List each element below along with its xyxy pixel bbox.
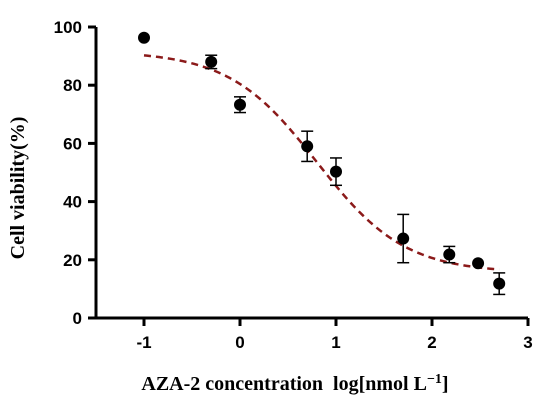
x-tick-label: 3: [523, 333, 532, 352]
x-axis-title: AZA-2 concentration log[nmol L−1]: [141, 372, 448, 395]
data-point: [234, 98, 246, 111]
x-tick-label: 2: [427, 333, 436, 352]
data-point: [330, 165, 342, 178]
y-tick-label: 20: [63, 251, 82, 270]
x-axis-title-main: AZA-2 concentration log[nmol L: [141, 373, 427, 395]
y-axis-title: Cell viability(%): [7, 117, 29, 260]
data-points-group: [138, 31, 506, 296]
y-tick-label: 0: [73, 309, 82, 328]
x-tick-label: 1: [331, 333, 340, 352]
x-axis-title-superscript: −1: [427, 372, 442, 387]
data-point: [493, 277, 506, 290]
y-tick-labels: 0 20 40 60 80 100: [54, 18, 82, 328]
data-point: [443, 248, 456, 261]
axes: [88, 25, 530, 326]
y-tick-label: 60: [63, 134, 82, 153]
fit-curve: [143, 54, 500, 271]
y-tick-label: 80: [63, 76, 82, 95]
x-tick-label: -1: [136, 333, 151, 352]
data-point: [397, 232, 410, 245]
data-point: [472, 257, 485, 270]
data-point: [301, 140, 314, 153]
y-tick-label: 100: [54, 18, 82, 37]
data-point: [205, 55, 218, 68]
x-tick-labels: -1 0 1 2 3: [136, 333, 532, 352]
x-tick-label: 0: [235, 333, 244, 352]
fit-curve-group: [143, 54, 500, 271]
data-point: [138, 31, 150, 44]
x-axis-title-suffix: ]: [442, 373, 449, 395]
y-tick-label: 40: [63, 193, 82, 212]
